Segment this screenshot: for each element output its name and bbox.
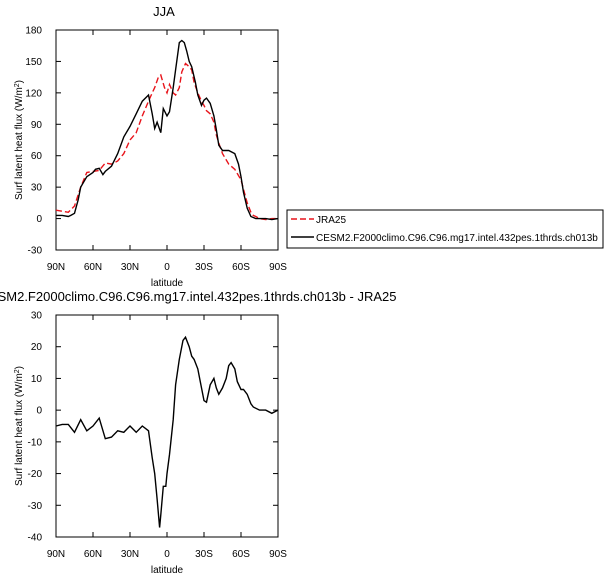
- bottom-y-tick-label: 10: [31, 374, 43, 385]
- top-plot-frame: [55, 29, 279, 251]
- top-y-tick-label: 120: [25, 88, 42, 99]
- top-y-tick-label: 60: [31, 151, 43, 162]
- bottom-y-tick-label: -40: [28, 533, 43, 544]
- top-x-tick-label: 60S: [232, 262, 250, 273]
- bottom-series-group: [55, 335, 279, 528]
- series-line-cesm2: [56, 39, 279, 221]
- legend-label-cesm2: CESM2.F2000climo.C96.C96.mg17.intel.432p…: [316, 233, 598, 244]
- top-y-tick-label: 150: [25, 57, 42, 68]
- series-line-difference: [55, 335, 279, 528]
- bottom-y-axis-label: Surf latent heat flux (W/m2): [14, 366, 26, 486]
- bottom-x-tick-label: 30N: [121, 549, 139, 560]
- bottom-x-tick-label: 0: [164, 549, 170, 560]
- top-x-tick-label: 60N: [84, 262, 102, 273]
- bottom-x-axis-label: latitude: [151, 565, 184, 576]
- top-y-tick-label: 30: [31, 183, 43, 194]
- top-y-axis-label: Surf latent heat flux (W/m2): [14, 80, 26, 200]
- bottom-y-tick-label: 20: [31, 342, 43, 353]
- top-x-tick-label: 90S: [269, 262, 287, 273]
- bottom-chart-title: CESM2.F2000climo.C96.C96.mg17.intel.432p…: [0, 289, 396, 304]
- bottom-y-tick-label: -10: [28, 437, 43, 448]
- legend: JRA25 CESM2.F2000climo.C96.C96.mg17.inte…: [286, 209, 604, 249]
- top-x-tick-label: 0: [164, 262, 170, 273]
- bottom-x-tick-label: 60S: [232, 549, 250, 560]
- top-y-axis: -30 0 30 60 90 120 150 180: [25, 26, 278, 257]
- bottom-panel: CESM2.F2000climo.C96.C96.mg17.intel.432p…: [0, 289, 396, 576]
- bottom-x-tick-label: 90S: [269, 549, 287, 560]
- top-y-tick-label: 0: [36, 214, 42, 225]
- top-x-tick-label: 30N: [121, 262, 139, 273]
- top-x-axis: 90N 60N 30N 0 30S 60S 90S: [47, 30, 287, 273]
- bottom-x-axis: 90N 60N 30N 0 30S 60S 90S: [47, 315, 287, 560]
- bottom-y-axis: -40 -30 -20 -10 0 10 20 30: [28, 311, 278, 544]
- top-panel: JJA -30 0 30 60 90 120 150 180 90N 60N 30N 0 30S 60S…: [14, 4, 288, 289]
- top-x-tick-label: 90N: [47, 262, 65, 273]
- legend-label-jra25: JRA25: [316, 215, 346, 226]
- bottom-y-tick-label: 30: [31, 311, 43, 322]
- legend-box: [286, 209, 604, 249]
- top-y-tick-label: -30: [28, 246, 43, 257]
- top-x-axis-label: latitude: [151, 278, 184, 289]
- top-chart-title: JJA: [153, 4, 175, 19]
- top-y-tick-label: 180: [25, 26, 42, 37]
- bottom-x-tick-label: 90N: [47, 549, 65, 560]
- top-x-tick-label: 30S: [195, 262, 213, 273]
- top-y-tick-label: 90: [31, 120, 43, 131]
- bottom-y-tick-label: -30: [28, 501, 43, 512]
- bottom-x-tick-label: 60N: [84, 549, 102, 560]
- top-series-group: [55, 39, 279, 221]
- bottom-y-tick-label: -20: [28, 469, 43, 480]
- bottom-x-tick-label: 30S: [195, 549, 213, 560]
- bottom-plot-frame: [55, 314, 279, 538]
- bottom-y-tick-label: 0: [36, 406, 42, 417]
